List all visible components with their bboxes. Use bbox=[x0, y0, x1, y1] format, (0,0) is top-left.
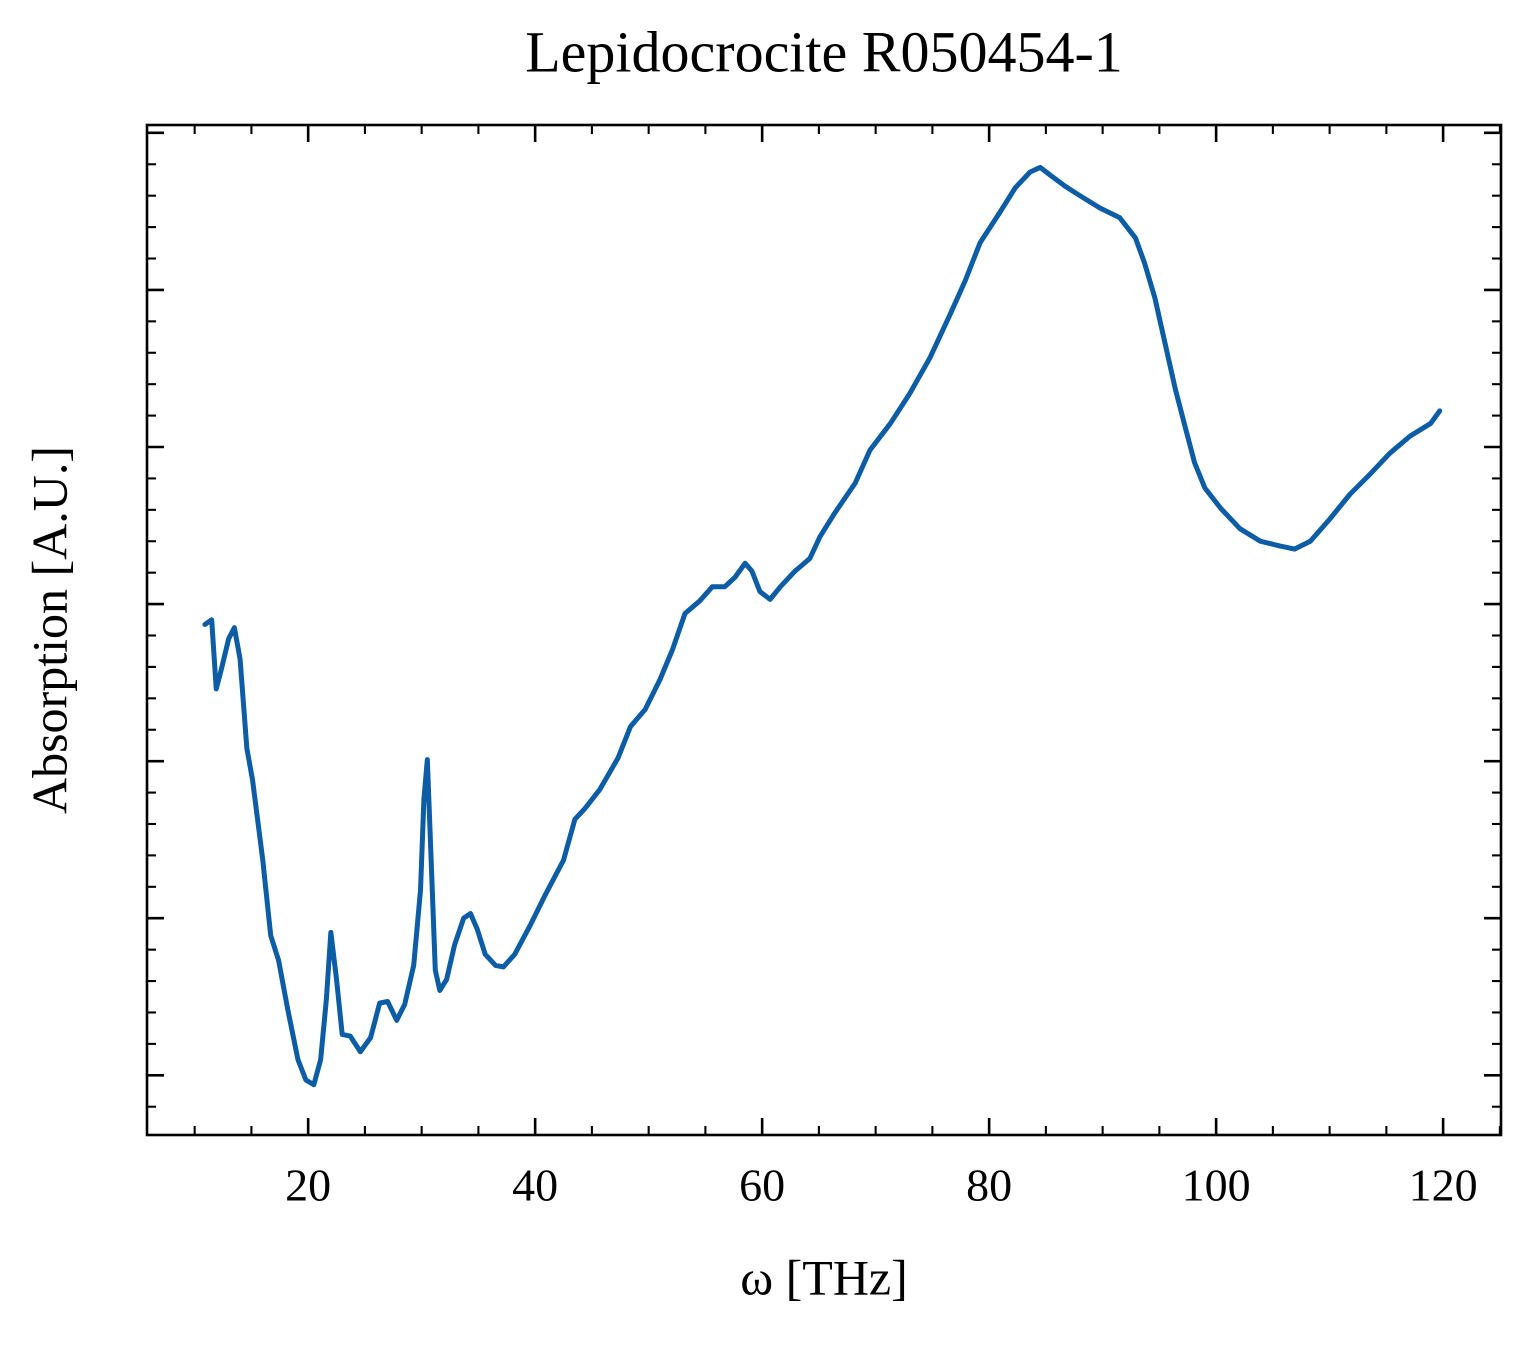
plot-frame bbox=[145, 123, 1503, 1137]
x-tick-label: 120 bbox=[1409, 1160, 1478, 1211]
x-tick-label: 100 bbox=[1182, 1160, 1251, 1211]
x-axis-label: ω [THz] bbox=[740, 1249, 908, 1305]
x-tick-label: 60 bbox=[739, 1160, 785, 1211]
x-tick-label: 80 bbox=[966, 1160, 1012, 1211]
chart-title: Lepidocrocite R050454-1 bbox=[525, 19, 1123, 84]
y-axis-label: Absorption [A.U.] bbox=[21, 446, 77, 814]
data-line bbox=[202, 164, 1443, 1088]
x-tick-label: 40 bbox=[512, 1160, 558, 1211]
x-tick-label: 20 bbox=[285, 1160, 331, 1211]
